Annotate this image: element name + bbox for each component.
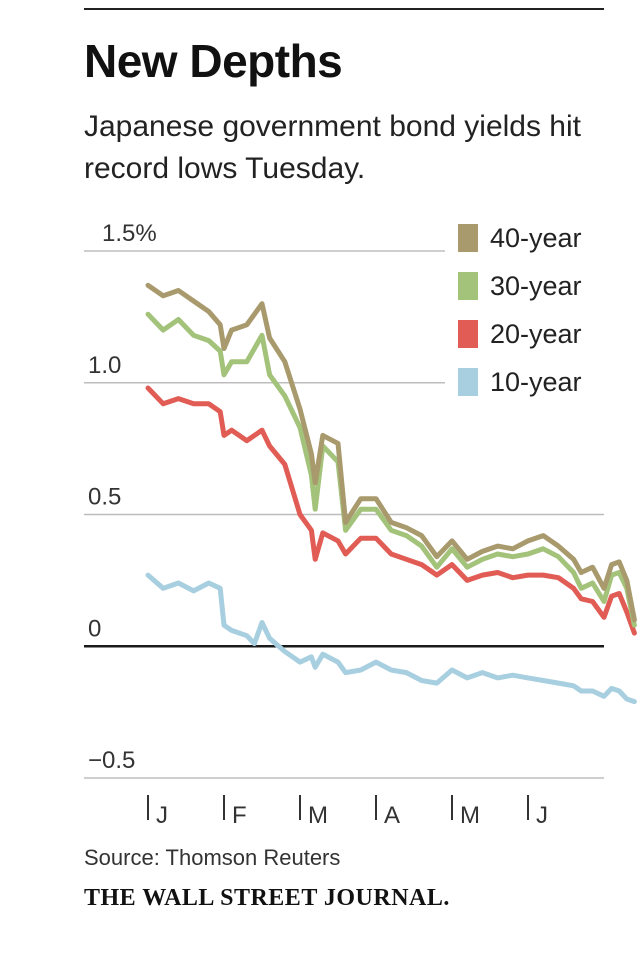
legend-label-30-year: 30-year <box>490 270 582 301</box>
legend-label-40-year: 40-year <box>490 222 582 253</box>
legend-item-20-year: 20-year <box>458 310 582 358</box>
line-chart: 1.5% 1.0 0.5 0 −0.5 J F M A M J <box>84 220 637 829</box>
legend-swatch-40-year <box>458 224 478 252</box>
publisher-logo: THE WALL STREET JOURNAL. <box>84 885 450 911</box>
series-line-10-year <box>145 572 637 705</box>
legend-item-10-year: 10-year <box>458 358 582 406</box>
series-line-30-year <box>145 311 637 628</box>
x-tick-label: J <box>536 802 548 829</box>
x-tick-label: A <box>384 802 400 829</box>
source-note: Source: Thomson Reuters <box>84 845 341 870</box>
legend-item-30-year: 30-year <box>458 262 582 310</box>
legend-item-40-year: 40-year <box>458 214 582 262</box>
chart-subtitle: Japanese government bond yields hit reco… <box>84 110 581 185</box>
x-tick-label: F <box>232 802 247 829</box>
y-tick-label: 1.5% <box>102 220 157 247</box>
x-tick-label: M <box>460 802 480 829</box>
legend-swatch-30-year <box>458 272 478 300</box>
legend-label-20-year: 20-year <box>490 318 582 349</box>
y-tick-label: −0.5 <box>88 747 135 774</box>
chart-title: New Depths <box>84 35 343 87</box>
legend-swatch-20-year <box>458 320 478 348</box>
legend: 40-year 30-year 20-year 10-year <box>458 214 582 406</box>
y-tick-label: 0 <box>88 615 101 642</box>
series-line-40-year <box>145 282 637 623</box>
x-tick-label: J <box>156 802 168 829</box>
legend-swatch-10-year <box>458 368 478 396</box>
series-line-20-year <box>145 385 637 636</box>
x-tick-label: M <box>308 802 328 829</box>
y-tick-label: 1.0 <box>88 352 121 379</box>
legend-label-10-year: 10-year <box>490 366 582 397</box>
top-rule <box>84 8 604 10</box>
y-tick-label: 0.5 <box>88 484 121 511</box>
